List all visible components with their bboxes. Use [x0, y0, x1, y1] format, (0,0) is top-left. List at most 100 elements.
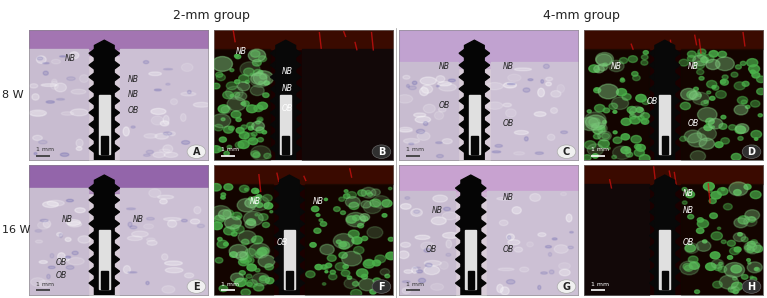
Text: OB: OB — [683, 238, 694, 247]
Ellipse shape — [413, 210, 420, 213]
Circle shape — [601, 133, 610, 139]
Polygon shape — [650, 132, 655, 140]
Circle shape — [748, 217, 755, 222]
Ellipse shape — [151, 108, 166, 114]
Ellipse shape — [189, 285, 196, 287]
Text: OB: OB — [277, 238, 288, 247]
Circle shape — [364, 200, 381, 214]
Bar — [660, 230, 670, 288]
Ellipse shape — [76, 139, 83, 147]
Circle shape — [216, 72, 222, 77]
Ellipse shape — [443, 212, 457, 220]
Circle shape — [361, 201, 371, 208]
Ellipse shape — [413, 113, 426, 117]
Circle shape — [216, 257, 223, 263]
Polygon shape — [114, 109, 120, 117]
Circle shape — [225, 217, 242, 229]
Circle shape — [734, 82, 746, 90]
Circle shape — [641, 60, 648, 65]
Circle shape — [728, 287, 736, 292]
Polygon shape — [295, 132, 301, 140]
Polygon shape — [481, 232, 486, 240]
Ellipse shape — [160, 149, 170, 152]
Circle shape — [589, 118, 600, 126]
Ellipse shape — [439, 262, 448, 269]
Circle shape — [688, 256, 698, 263]
Circle shape — [596, 52, 614, 66]
Ellipse shape — [43, 201, 58, 207]
Circle shape — [727, 256, 732, 259]
Circle shape — [709, 51, 718, 57]
Ellipse shape — [46, 101, 54, 103]
Ellipse shape — [420, 87, 428, 96]
Ellipse shape — [538, 285, 541, 290]
Circle shape — [330, 270, 335, 274]
Circle shape — [753, 154, 757, 156]
Polygon shape — [675, 120, 680, 129]
Polygon shape — [481, 196, 486, 204]
Ellipse shape — [57, 232, 62, 236]
Ellipse shape — [127, 236, 143, 240]
Circle shape — [592, 154, 598, 158]
Circle shape — [247, 264, 256, 271]
Polygon shape — [484, 132, 489, 140]
Ellipse shape — [75, 208, 85, 213]
Text: NB: NB — [65, 54, 76, 63]
Circle shape — [244, 68, 254, 76]
Polygon shape — [650, 85, 655, 93]
Circle shape — [704, 125, 712, 131]
Bar — [286, 271, 292, 288]
Ellipse shape — [568, 246, 574, 249]
Ellipse shape — [423, 122, 428, 125]
Circle shape — [714, 265, 722, 271]
Circle shape — [241, 102, 245, 105]
Polygon shape — [295, 120, 301, 129]
Text: NB: NB — [250, 197, 261, 206]
Circle shape — [697, 108, 717, 122]
Ellipse shape — [397, 95, 413, 103]
Circle shape — [230, 225, 239, 231]
Ellipse shape — [71, 109, 88, 116]
Ellipse shape — [398, 251, 409, 259]
Circle shape — [630, 106, 644, 117]
Ellipse shape — [59, 233, 63, 238]
Ellipse shape — [419, 278, 426, 283]
Circle shape — [747, 243, 757, 251]
Bar — [661, 271, 668, 288]
Circle shape — [242, 239, 249, 245]
Circle shape — [235, 55, 241, 59]
Circle shape — [264, 153, 272, 159]
Ellipse shape — [146, 150, 153, 154]
Ellipse shape — [31, 111, 45, 117]
Circle shape — [721, 188, 725, 190]
Polygon shape — [271, 49, 276, 57]
Circle shape — [704, 100, 709, 103]
Ellipse shape — [163, 115, 170, 124]
Text: 4-mm group: 4-mm group — [543, 9, 620, 22]
Polygon shape — [114, 243, 120, 252]
Polygon shape — [295, 85, 301, 93]
Circle shape — [239, 132, 249, 139]
Bar — [280, 95, 291, 154]
Text: OB: OB — [282, 103, 294, 113]
Circle shape — [750, 277, 757, 282]
Circle shape — [221, 196, 225, 199]
Circle shape — [232, 232, 237, 236]
Circle shape — [734, 190, 741, 195]
Circle shape — [237, 198, 255, 212]
Ellipse shape — [561, 192, 567, 196]
Ellipse shape — [413, 81, 417, 85]
Text: NB: NB — [503, 193, 514, 202]
Circle shape — [242, 101, 249, 106]
Circle shape — [341, 270, 350, 276]
Ellipse shape — [67, 220, 81, 226]
Circle shape — [336, 240, 341, 244]
Circle shape — [247, 122, 254, 128]
Polygon shape — [675, 220, 680, 228]
Circle shape — [680, 136, 686, 141]
Circle shape — [686, 191, 695, 198]
Polygon shape — [484, 109, 489, 117]
Polygon shape — [465, 40, 484, 160]
Ellipse shape — [515, 247, 522, 252]
Ellipse shape — [71, 89, 86, 94]
